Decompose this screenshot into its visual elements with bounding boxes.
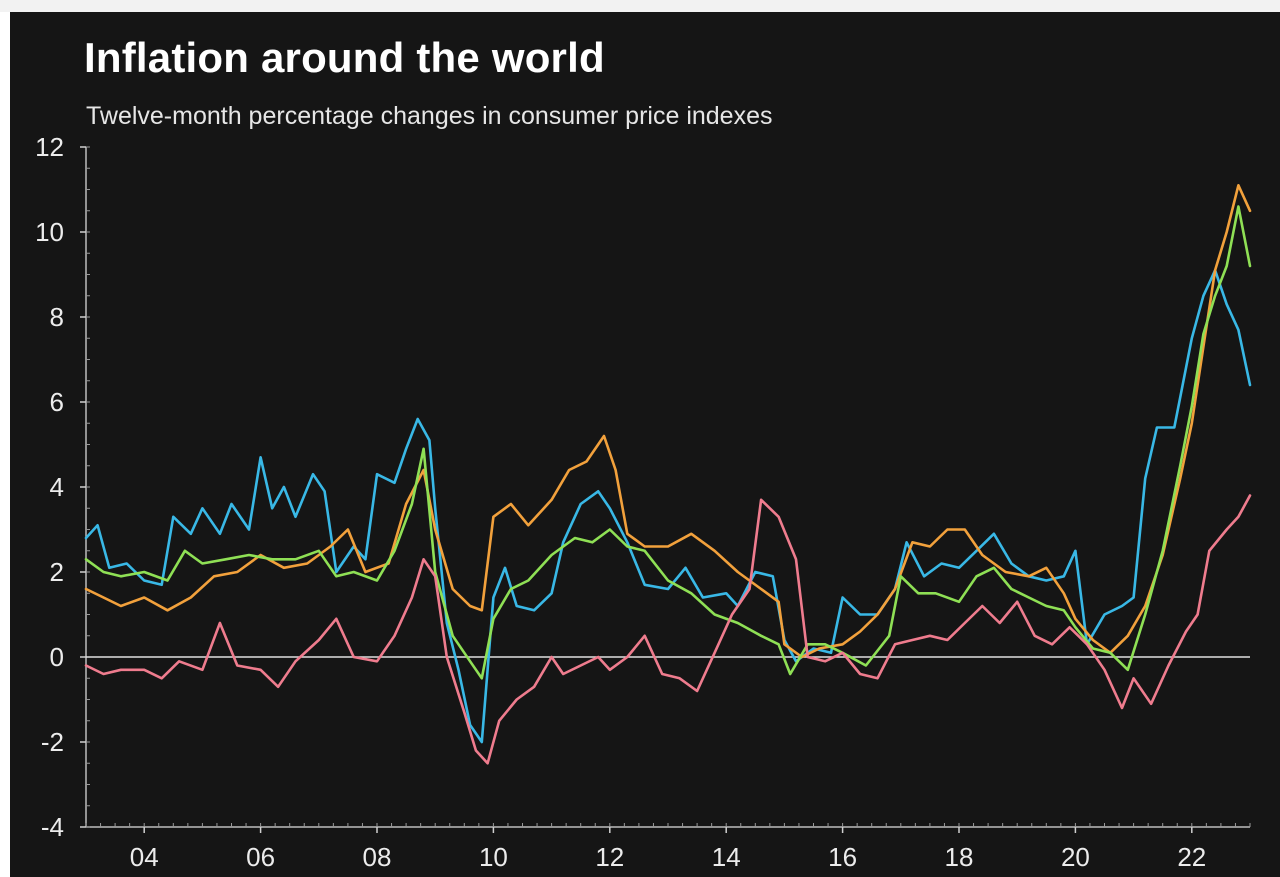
x-tick-label: 22 xyxy=(1177,842,1206,872)
x-tick-label: 20 xyxy=(1061,842,1090,872)
series-line-3 xyxy=(84,205,1252,680)
chart-subtitle: Twelve-month percentage changes in consu… xyxy=(86,102,773,130)
y-tick-label: 0 xyxy=(50,642,64,672)
y-tick-label: -4 xyxy=(41,812,64,842)
x-tick-label: 08 xyxy=(363,842,392,872)
series-line-4 xyxy=(84,494,1252,765)
x-tick-label: 10 xyxy=(479,842,508,872)
series-line-1 xyxy=(84,269,1252,744)
x-tick-label: 12 xyxy=(595,842,624,872)
x-tick-label: 16 xyxy=(828,842,857,872)
y-tick-label: 6 xyxy=(50,387,64,417)
y-tick-label: 4 xyxy=(50,472,64,502)
chart-title: Inflation around the world xyxy=(84,34,605,81)
y-tick-label: 12 xyxy=(35,132,64,162)
y-tick-label: -2 xyxy=(41,727,64,757)
x-tick-label: 14 xyxy=(712,842,741,872)
y-tick-label: 2 xyxy=(50,557,64,587)
top-border xyxy=(0,0,1280,12)
series-line-2 xyxy=(84,184,1252,659)
chart-panel: Inflation around the world Twelve-month … xyxy=(10,12,1280,877)
x-tick-label: 06 xyxy=(246,842,275,872)
y-tick-label: 10 xyxy=(35,217,64,247)
x-tick-label: 04 xyxy=(130,842,159,872)
y-tick-label: 8 xyxy=(50,302,64,332)
x-tick-label: 18 xyxy=(945,842,974,872)
